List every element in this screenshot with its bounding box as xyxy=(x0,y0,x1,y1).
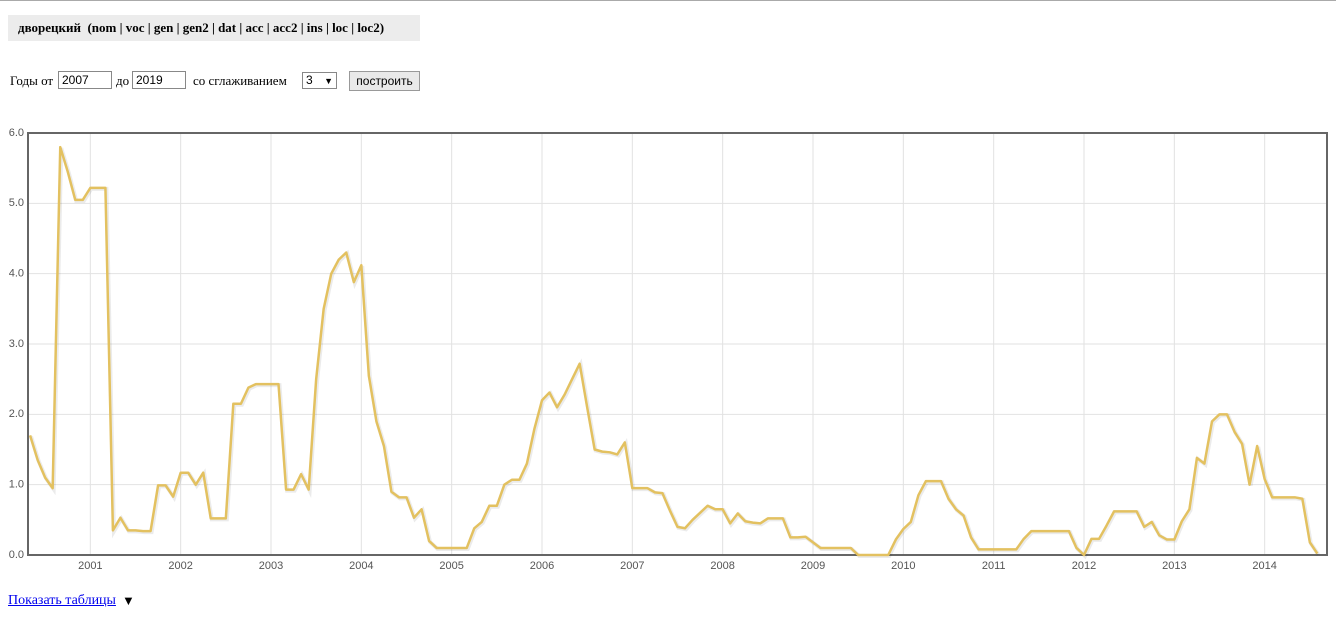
x-tick-label: 2013 xyxy=(1162,560,1186,572)
select-arrow: ▼ xyxy=(324,76,333,86)
from-label: Годы от xyxy=(10,73,54,88)
x-tick-label: 2012 xyxy=(1072,560,1096,572)
y-tick-label: 6.0 xyxy=(9,127,24,139)
x-tick-label: 2002 xyxy=(168,560,192,572)
smoothing-label: со сглаживанием xyxy=(193,73,287,88)
from-input[interactable] xyxy=(58,71,112,89)
show-tables-link[interactable]: Показать таблицы xyxy=(8,593,116,608)
x-tick-label: 2006 xyxy=(530,560,554,572)
y-tick-label: 4.0 xyxy=(9,268,24,280)
data-line xyxy=(28,145,1319,557)
line-shadow xyxy=(29,147,1320,560)
y-tick-label: 3.0 xyxy=(9,338,24,350)
x-tick-label: 2007 xyxy=(620,560,644,572)
x-tick-label: 2008 xyxy=(710,560,734,572)
x-tick-label: 2005 xyxy=(439,560,463,572)
plot-frame xyxy=(27,132,1328,556)
y-tick-label: 1.0 xyxy=(9,479,24,491)
smoothing-select[interactable]: 3 ▼ xyxy=(302,72,337,89)
smoothing-value: 3 xyxy=(306,73,313,87)
x-tick-label: 2014 xyxy=(1252,560,1276,572)
x-tick-label: 2003 xyxy=(259,560,283,572)
to-label: до xyxy=(116,73,130,88)
x-tick-label: 2001 xyxy=(78,560,102,572)
build-button[interactable]: построить xyxy=(349,71,420,91)
y-tick-label: 2.0 xyxy=(9,408,24,420)
header-title: дворецкий (nom | voc | gen | gen2 | dat … xyxy=(8,15,420,41)
y-tick-label: 0.0 xyxy=(9,549,24,561)
x-tick-label: 2009 xyxy=(801,560,825,572)
show-tables-arrow[interactable]: ▼ xyxy=(122,593,135,608)
y-tick-label: 5.0 xyxy=(9,197,24,209)
x-tick-label: 2011 xyxy=(982,560,1006,572)
x-tick-label: 2010 xyxy=(891,560,915,572)
x-tick-label: 2004 xyxy=(349,560,373,572)
to-input[interactable] xyxy=(132,71,186,89)
